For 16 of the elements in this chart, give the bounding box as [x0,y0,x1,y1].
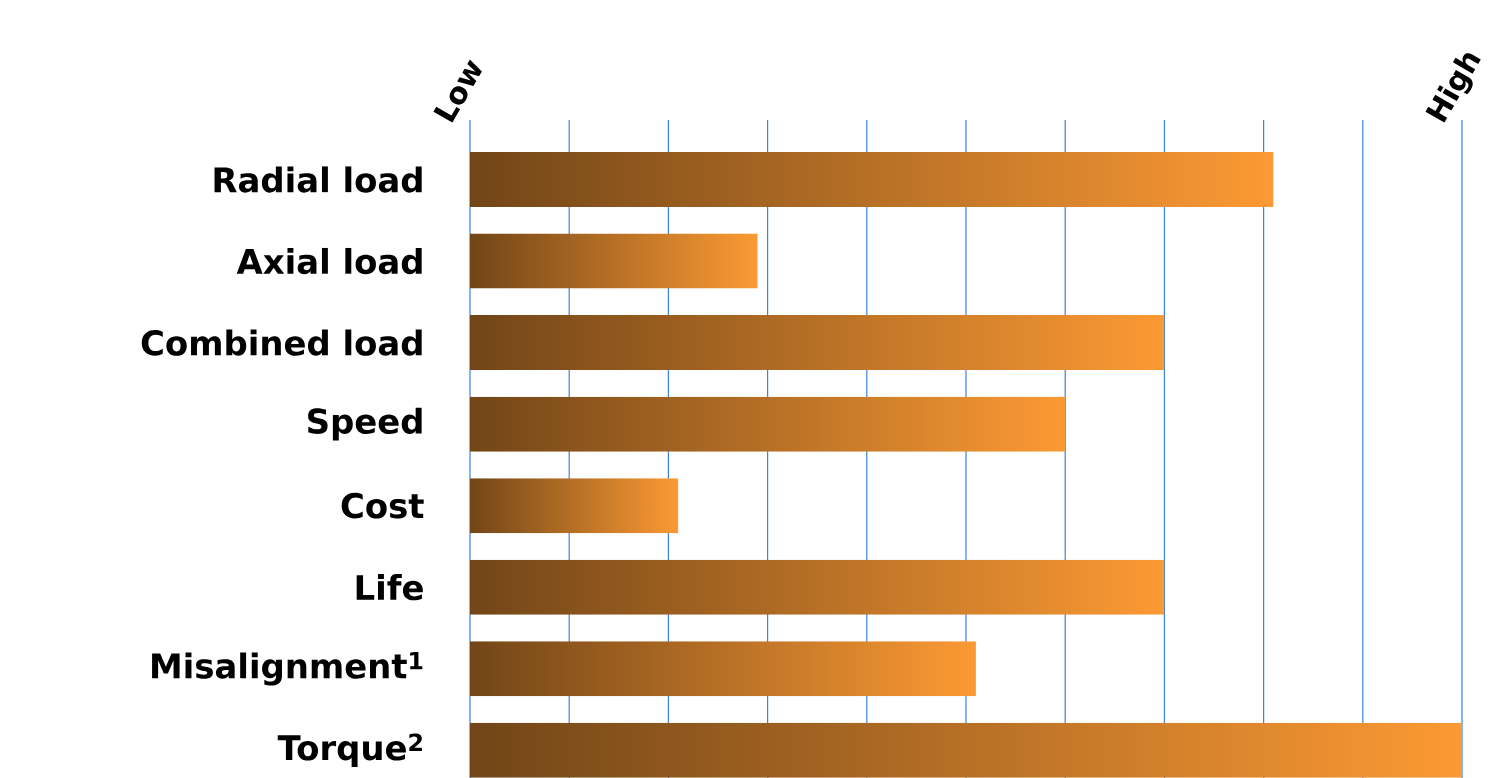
bar [470,396,1066,452]
y-tick-label: Cost [341,492,424,519]
bar [470,233,758,289]
y-tick-label: Misalignment$^{1}$ [152,651,423,686]
bar [470,315,1165,371]
bar [470,641,976,697]
y-tick-label: Combined load [141,329,422,356]
y-tick-label: Torque$^{2}$ [277,733,422,768]
y-tick-label: Life [356,574,423,601]
bar [470,152,1274,208]
y-tick-label: Radial load [214,166,422,193]
y-tick-label: Speed [308,407,422,441]
bar [470,478,679,534]
bar [470,559,1165,615]
y-tick-label: Axial load [236,247,422,275]
bar [470,722,1463,778]
